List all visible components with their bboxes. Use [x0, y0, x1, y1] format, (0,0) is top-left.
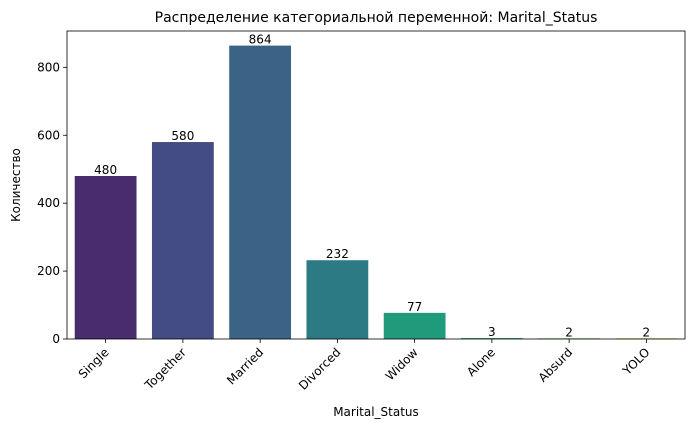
- data-label: 77: [407, 300, 422, 314]
- x-tick-label: Married: [224, 345, 266, 387]
- y-tick-label: 200: [37, 264, 60, 278]
- bar: [151, 142, 214, 339]
- data-label: 2: [643, 325, 651, 339]
- data-label: 2: [565, 325, 573, 339]
- x-tick-label: Together: [141, 345, 189, 393]
- bar: [383, 312, 446, 339]
- data-label: 232: [326, 247, 349, 261]
- data-label: 480: [94, 163, 117, 177]
- x-tick-label: Absurd: [536, 345, 576, 385]
- plot-frame: [66, 30, 686, 340]
- bar: [460, 337, 523, 339]
- x-tick-label: Divorced: [296, 345, 344, 393]
- x-tick-label: Alone: [464, 345, 498, 379]
- chart-title: Распределение категориальной переменной:…: [155, 10, 598, 26]
- x-tick-label: YOLO: [619, 345, 652, 378]
- y-tick-label: 0: [52, 332, 60, 346]
- data-label: 864: [249, 33, 272, 47]
- y-tick-label: 800: [37, 60, 60, 74]
- bar: [74, 176, 137, 339]
- y-tick-label: 400: [37, 196, 60, 210]
- y-axis-label: Количество: [9, 148, 23, 222]
- bar: [306, 260, 369, 339]
- y-tick-label: 600: [37, 128, 60, 142]
- x-tick-label: Single: [76, 345, 112, 381]
- x-axis-label: Marital_Status: [333, 405, 419, 419]
- plot-area: 480 580 864 232 77 3 2 2 0 200 400 600 800 Single Toge…: [37, 30, 686, 393]
- bar: [229, 45, 292, 339]
- data-label: 580: [171, 129, 194, 143]
- x-tick-label: Widow: [383, 345, 421, 383]
- data-label: 3: [488, 325, 496, 339]
